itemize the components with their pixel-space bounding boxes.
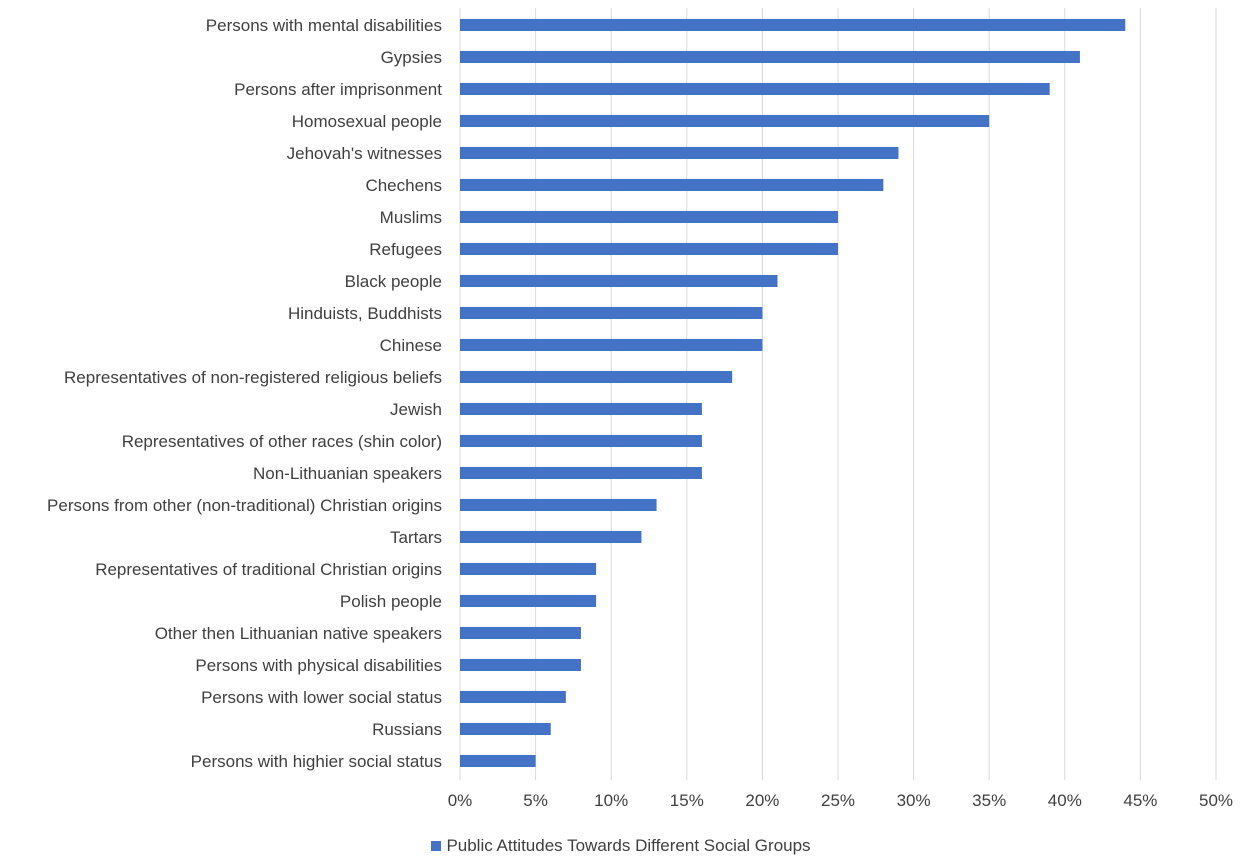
category-label: Representatives of other races (shin col…	[122, 432, 442, 451]
x-tick-labels: 0% 5% 10% 15% 20% 25% 30% 35% 40% 45% 50%	[448, 791, 1233, 810]
bar	[460, 307, 763, 319]
gridlines	[459, 8, 1217, 780]
bar	[460, 531, 642, 543]
category-label: Representatives of non-registered religi…	[64, 368, 442, 387]
bar	[460, 723, 551, 735]
bar	[460, 83, 1050, 95]
legend-swatch	[431, 841, 442, 851]
category-label: Gypsies	[381, 48, 442, 67]
category-labels: Persons with mental disabilities Gypsies P…	[47, 16, 442, 771]
bar	[460, 595, 597, 607]
bar	[460, 115, 990, 127]
bar	[460, 659, 581, 671]
category-label: Refugees	[369, 240, 442, 259]
x-tick-label: 35%	[972, 791, 1006, 810]
x-tick-label: 5%	[523, 791, 548, 810]
bar	[460, 467, 702, 479]
category-label: Jewish	[390, 400, 442, 419]
bar	[460, 627, 581, 639]
category-label: Representatives of traditional Christian…	[95, 560, 442, 579]
bar	[460, 435, 702, 447]
category-label: Homosexual people	[292, 112, 442, 131]
category-label: Non-Lithuanian speakers	[253, 464, 442, 483]
bar	[460, 211, 838, 223]
bars	[460, 19, 1126, 767]
x-tick-label: 0%	[448, 791, 473, 810]
category-label: Muslims	[380, 208, 442, 227]
bar	[460, 403, 702, 415]
category-label: Black people	[345, 272, 442, 291]
legend: Public Attitudes Towards Different Socia…	[0, 836, 1242, 856]
x-tick-label: 20%	[745, 791, 779, 810]
legend-label: Public Attitudes Towards Different Socia…	[446, 836, 811, 855]
x-tick-label: 10%	[594, 791, 628, 810]
x-tick-label: 30%	[897, 791, 931, 810]
category-label: Polish people	[340, 592, 442, 611]
bar	[460, 499, 657, 511]
bar	[460, 755, 536, 767]
x-tick-label: 15%	[670, 791, 704, 810]
bar	[460, 563, 597, 575]
bar	[460, 275, 778, 287]
bar	[460, 147, 899, 159]
bar	[460, 371, 733, 383]
category-label: Hinduists, Buddhists	[288, 304, 442, 323]
category-label: Persons with physical disabilities	[195, 656, 442, 675]
category-label: Chinese	[380, 336, 442, 355]
bar	[460, 51, 1080, 63]
x-tick-label: 45%	[1123, 791, 1157, 810]
bar	[460, 339, 763, 351]
category-label: Persons with mental disabilities	[206, 16, 442, 35]
category-label: Persons with lower social status	[201, 688, 442, 707]
bar	[460, 179, 884, 191]
category-label: Persons from other (non-traditional) Chr…	[47, 496, 442, 515]
category-label: Russians	[372, 720, 442, 739]
x-tick-label: 25%	[821, 791, 855, 810]
category-label: Other then Lithuanian native speakers	[155, 624, 442, 643]
category-label: Persons after imprisonment	[234, 80, 442, 99]
x-tick-label: 40%	[1048, 791, 1082, 810]
category-label: Chechens	[365, 176, 442, 195]
category-label: Jehovah's witnesses	[287, 144, 442, 163]
x-tick-label: 50%	[1199, 791, 1233, 810]
category-label: Persons with highier social status	[191, 752, 442, 771]
bar	[460, 243, 838, 255]
category-label: Tartars	[390, 528, 442, 547]
bar	[460, 691, 566, 703]
bar	[460, 19, 1126, 31]
